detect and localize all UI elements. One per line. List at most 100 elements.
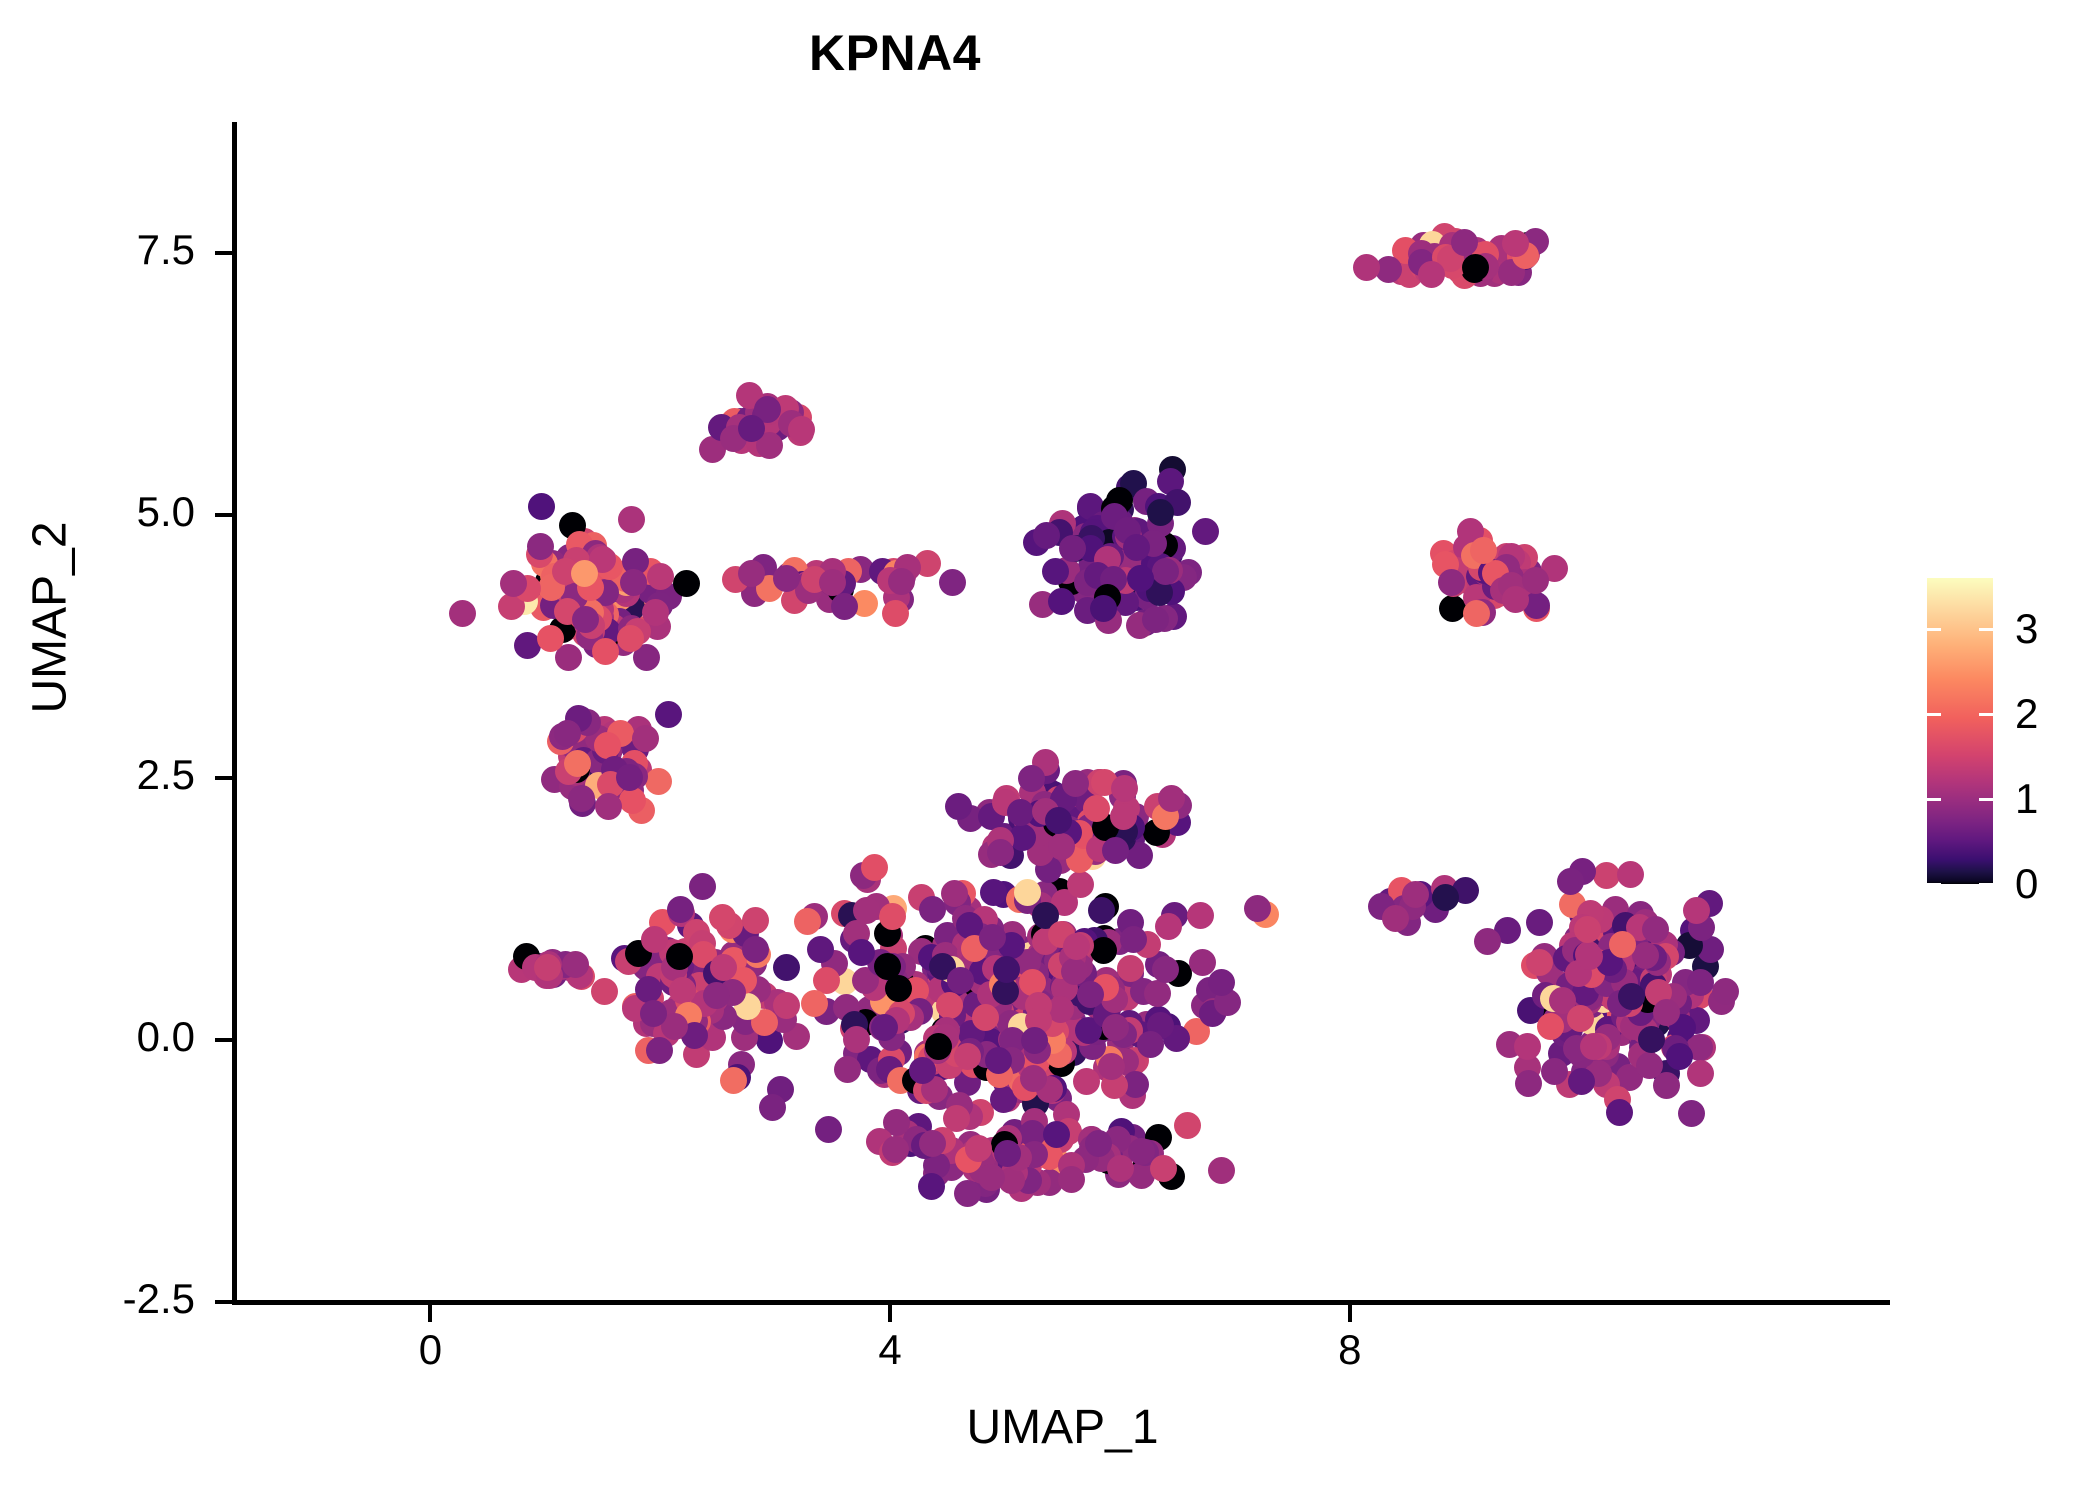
scatter-point — [954, 1042, 982, 1070]
scatter-point — [708, 903, 736, 931]
scatter-point — [888, 568, 916, 596]
scatter-point — [568, 784, 596, 812]
scatter-point — [1438, 568, 1466, 596]
scatter-point — [1712, 977, 1740, 1005]
scatter-point — [1136, 1031, 1164, 1059]
scatter-point — [689, 873, 717, 901]
y-tick-label: 0.0 — [136, 1012, 195, 1060]
scatter-point — [572, 606, 600, 634]
colorbar-legend[interactable] — [1927, 578, 1993, 886]
scatter-point — [646, 563, 674, 591]
scatter-point — [1417, 260, 1445, 288]
scatter-point — [562, 951, 590, 979]
scatter-point — [758, 1093, 786, 1121]
scatter-point — [1207, 968, 1235, 996]
scatter-point — [1173, 1112, 1201, 1140]
scatter-point — [1032, 521, 1060, 549]
scatter-point — [1566, 1004, 1594, 1032]
scatter-point — [1044, 806, 1072, 834]
scatter-point — [918, 1172, 946, 1200]
y-tick-mark — [215, 513, 232, 518]
scatter-point — [1101, 837, 1129, 865]
scatter-point — [1638, 1025, 1666, 1053]
scatter-point — [1515, 1069, 1543, 1097]
scatter-point — [1072, 1068, 1100, 1096]
scatter-point — [992, 955, 1020, 983]
y-axis-line — [232, 122, 237, 1305]
scatter-point — [1606, 1099, 1634, 1127]
scatter-point — [1084, 1129, 1112, 1157]
scatter-point — [1537, 1012, 1565, 1040]
y-tick-label: -2.5 — [122, 1275, 195, 1322]
scatter-point — [593, 732, 621, 760]
colorbar-tick-mark — [1927, 882, 1941, 886]
scatter-point — [1155, 912, 1183, 940]
colorbar-tick-label: 2 — [2015, 690, 2039, 737]
scatter-point — [639, 999, 667, 1027]
scatter-point — [1568, 1067, 1596, 1095]
scatter-point — [499, 569, 527, 597]
x-tick-mark — [1347, 1305, 1352, 1322]
scatter-point — [615, 763, 643, 791]
scatter-point — [640, 925, 668, 953]
y-tick-mark — [215, 775, 232, 780]
y-tick-mark — [215, 1037, 232, 1042]
colorbar-tick-mark — [1927, 797, 1941, 801]
colorbar-tick-mark — [1927, 627, 1941, 631]
scatter-point — [592, 637, 620, 665]
scatter-point — [1157, 784, 1185, 812]
scatter-point — [881, 600, 909, 628]
scatter-point — [1077, 980, 1105, 1008]
scatter-point — [944, 793, 972, 821]
scatter-point — [873, 952, 901, 980]
scatter-point — [634, 975, 662, 1003]
scatter-point — [1208, 1156, 1236, 1184]
colorbar-tick-mark — [1979, 882, 1993, 886]
scatter-point — [1541, 1057, 1569, 1085]
scatter-point — [1682, 897, 1710, 925]
scatter-point — [1470, 537, 1498, 565]
scatter-point — [1020, 1026, 1048, 1054]
scatter-point — [1665, 1042, 1693, 1070]
x-tick-label: 4 — [878, 1326, 902, 1373]
scatter-point — [801, 989, 829, 1017]
scatter-point — [1191, 517, 1219, 545]
scatter-point — [620, 569, 648, 597]
scatter-point — [742, 906, 770, 934]
scatter-point — [1617, 861, 1645, 889]
scatter-point — [993, 1139, 1021, 1167]
scatter-point — [672, 570, 700, 598]
scatter-point — [1502, 230, 1530, 258]
scatter-point — [1126, 565, 1154, 593]
scatter-point — [986, 838, 1014, 866]
scatter-point — [772, 953, 800, 981]
scatter-point — [908, 1056, 936, 1084]
x-tick-label: 0 — [418, 1326, 443, 1373]
scatter-point — [1432, 884, 1460, 912]
scatter-point — [979, 923, 1007, 951]
scatter-point — [1047, 588, 1075, 616]
scatter-point — [1122, 534, 1150, 562]
scatter-point — [642, 599, 670, 627]
scatter-point — [1576, 942, 1604, 970]
plot-panel[interactable] — [235, 122, 1890, 1302]
colorbar-gradient — [1927, 578, 1993, 884]
scatter-point — [1062, 933, 1090, 961]
scatter-point — [1067, 870, 1095, 898]
scatter-point — [1451, 229, 1479, 257]
scatter-point — [1090, 936, 1118, 964]
scatter-point — [1438, 595, 1466, 623]
scatter-point — [646, 1036, 674, 1064]
scatter-point — [632, 725, 660, 753]
scatter-point — [954, 1179, 982, 1207]
scatter-point — [595, 793, 623, 821]
scatter-point — [831, 592, 859, 620]
scatter-point — [834, 1056, 862, 1083]
scatter-point — [794, 908, 822, 936]
scatter-point — [772, 564, 800, 592]
x-tick-mark — [888, 1305, 893, 1322]
scatter-point — [1462, 599, 1490, 627]
scatter-point — [1101, 1013, 1129, 1041]
scatter-point — [555, 644, 583, 672]
colorbar-tick-mark — [1979, 797, 1993, 801]
